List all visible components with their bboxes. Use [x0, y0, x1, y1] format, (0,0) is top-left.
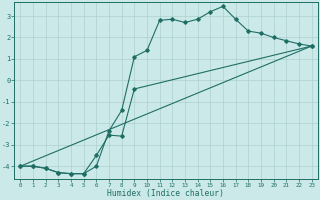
X-axis label: Humidex (Indice chaleur): Humidex (Indice chaleur) [108, 189, 225, 198]
